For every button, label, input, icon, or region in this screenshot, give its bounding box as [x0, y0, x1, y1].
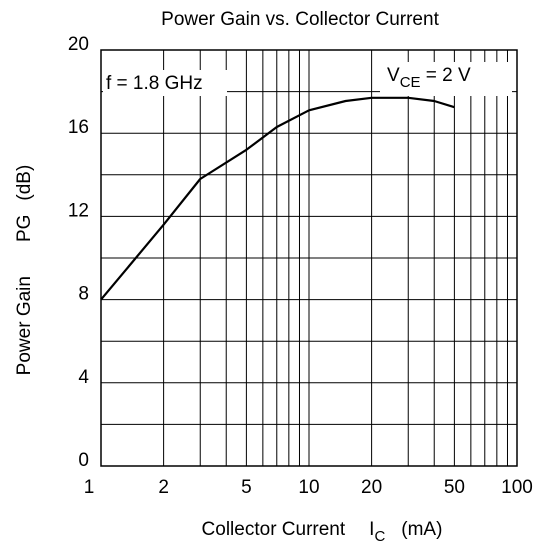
plot-frame	[100, 49, 518, 467]
x-label-unit: (mA)	[401, 519, 442, 540]
x-tick-label: 2	[158, 477, 169, 498]
annotation-part: V	[387, 65, 400, 86]
x-label-symbol: I	[369, 519, 374, 540]
y-axis-label: Power Gain PG (dB)	[14, 165, 35, 376]
y-tick-label: 12	[68, 200, 89, 221]
annotation-part: = 2 V	[421, 65, 471, 86]
x-label-sub: C	[374, 528, 385, 545]
y-tick-label: 20	[68, 34, 89, 55]
x-tick-label: 5	[241, 477, 252, 498]
y-tick-label: 16	[68, 117, 89, 138]
y-label-symbol: PG	[14, 215, 35, 242]
y-tick-label: 0	[78, 450, 89, 471]
chart-title: Power Gain vs. Collector Current	[161, 9, 439, 30]
annotation-box	[103, 70, 227, 96]
y-label-main: Power Gain	[14, 276, 35, 375]
x-axis-label: Collector Current IC (mA)	[202, 519, 443, 545]
plot-area	[100, 49, 518, 467]
x-tick-label: 100	[501, 477, 533, 498]
series-line	[100, 96, 455, 301]
x-label-main: Collector Current	[202, 519, 346, 540]
x-tick-label: 20	[361, 477, 382, 498]
x-tick-label: 50	[444, 477, 465, 498]
x-tick-label: 1	[84, 477, 95, 498]
annotation-box	[380, 62, 512, 96]
annotation: VCE = 2 V	[387, 65, 471, 91]
annotation: f = 1.8 GHz	[106, 73, 203, 94]
y-label-unit: (dB)	[14, 165, 35, 201]
annotation-sub: CE	[400, 74, 421, 91]
y-tick-label: 4	[78, 367, 89, 388]
y-tick-label: 8	[78, 284, 89, 305]
x-tick-label: 10	[298, 477, 319, 498]
